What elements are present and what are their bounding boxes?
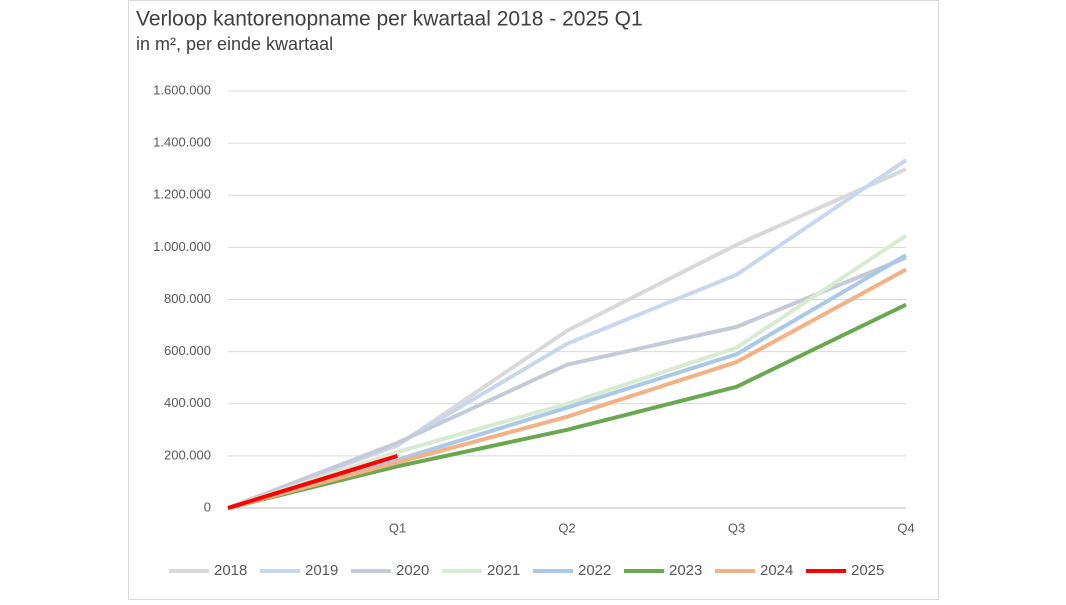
x-tick-label: Q4 — [897, 520, 914, 535]
line-series — [227, 233, 908, 510]
x-tick-label: Q3 — [728, 520, 745, 535]
y-tick-label: 200.000 — [164, 447, 211, 462]
y-tick-label: 1.400.000 — [153, 135, 211, 150]
y-tick-label: 1.000.000 — [153, 239, 211, 254]
line-series — [227, 267, 907, 510]
line-series — [227, 302, 907, 510]
chart-title: Verloop kantorenopname per kwartaal 2018… — [136, 8, 643, 31]
x-tick-label: Q1 — [389, 520, 406, 535]
legend-label: 2024 — [760, 562, 793, 579]
legend-label: 2019 — [305, 562, 338, 579]
legend-label: 2021 — [487, 562, 520, 579]
legend-label: 2022 — [578, 562, 611, 579]
chart-subtitle: in m², per einde kwartaal — [136, 34, 333, 54]
line-series — [227, 453, 399, 510]
legend-label: 2023 — [669, 562, 702, 579]
y-tick-label: 0 — [204, 499, 211, 514]
line-series — [227, 255, 907, 510]
y-tick-label: 600.000 — [164, 343, 211, 358]
legend-label: 2018 — [214, 562, 247, 579]
x-tick-label: Q2 — [558, 520, 575, 535]
y-tick-label: 1.200.000 — [153, 187, 211, 202]
y-tick-label: 400.000 — [164, 395, 211, 410]
y-tick-label: 1.600.000 — [153, 82, 211, 97]
legend-label: 2025 — [851, 562, 884, 579]
legend-label: 2020 — [396, 562, 429, 579]
y-tick-label: 800.000 — [164, 291, 211, 306]
